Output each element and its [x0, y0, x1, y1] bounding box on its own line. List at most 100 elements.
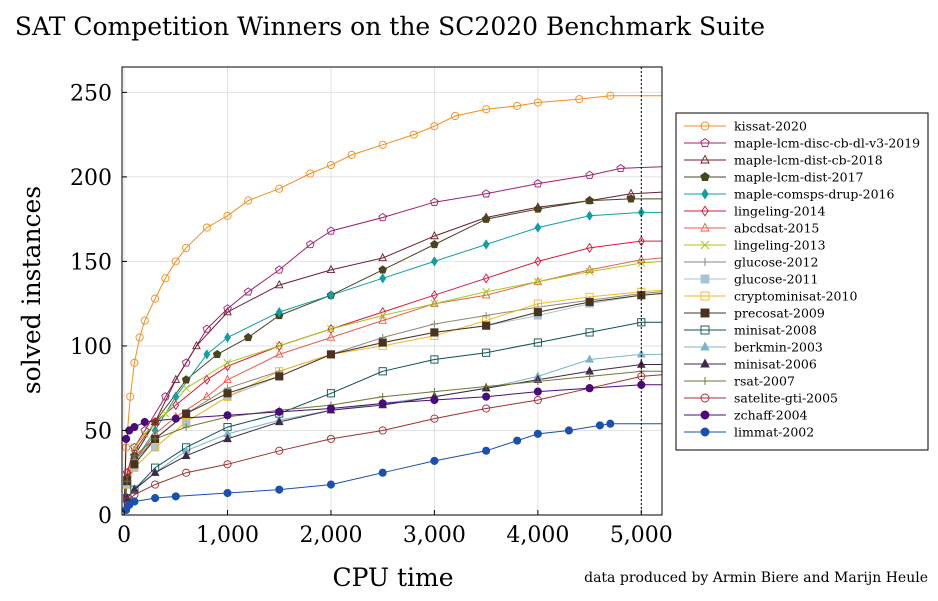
data-point	[327, 325, 335, 333]
data-point	[140, 417, 149, 427]
data-point	[275, 341, 284, 350]
legend-marker	[700, 240, 710, 250]
legend-marker	[700, 308, 710, 318]
series-line-minisat-2006	[123, 364, 662, 516]
data-point	[243, 287, 253, 296]
x-tick-label: 5,000	[610, 523, 673, 548]
legend-item: rsat-2007	[684, 374, 795, 389]
series-line-maple-lcm-disc-cb-dl-v3-2019	[123, 166, 663, 516]
data-point	[585, 170, 594, 179]
data-point	[637, 235, 645, 247]
legend-label: maple-lcm-dist-cb-2018	[734, 153, 883, 168]
legend-item: cryptominisat-2010	[684, 289, 857, 304]
data-point	[150, 467, 160, 476]
data-point	[122, 443, 131, 452]
y-tick-label: 150	[70, 250, 112, 275]
data-point	[275, 407, 284, 416]
data-point	[243, 332, 253, 342]
data-point	[130, 484, 139, 493]
legend-marker	[700, 291, 710, 301]
data-point	[430, 197, 439, 206]
legend-label: maple-comsps-drup-2016	[734, 187, 894, 202]
data-point	[616, 163, 625, 173]
x-tick-label: 2,000	[299, 523, 362, 548]
data-point	[182, 409, 191, 418]
legend-label: precosat-2009	[734, 306, 825, 321]
data-point	[212, 349, 222, 359]
data-point	[223, 374, 232, 383]
data-point	[123, 477, 131, 485]
data-point	[378, 252, 388, 262]
legend-item: maple-lcm-dist-cb-2018	[684, 153, 883, 168]
legend-label: glucose-2012	[734, 255, 818, 270]
data-point	[481, 290, 491, 299]
data-point	[130, 497, 139, 506]
y-tick-label: 200	[70, 166, 112, 191]
data-point	[482, 287, 491, 296]
data-point	[326, 434, 336, 443]
data-point	[182, 468, 191, 477]
data-point	[326, 161, 336, 170]
data-point	[534, 377, 542, 386]
data-point	[533, 395, 542, 405]
y-tick-label: 0	[98, 504, 112, 529]
data-point	[585, 384, 594, 393]
data-point	[585, 196, 594, 205]
data-point	[326, 226, 336, 235]
data-point	[378, 212, 388, 222]
data-point	[606, 419, 615, 428]
data-point	[378, 338, 387, 347]
data-point	[430, 299, 439, 308]
data-point	[171, 492, 180, 501]
y-axis: 0 50 100 150 200 250	[70, 81, 127, 529]
data-point	[130, 443, 139, 452]
data-point	[533, 429, 542, 438]
data-point	[378, 399, 387, 408]
data-point	[151, 435, 159, 443]
data-point	[533, 387, 542, 396]
data-point	[482, 239, 490, 250]
legend-label: minisat-2006	[734, 357, 817, 372]
data-point	[482, 321, 491, 330]
data-point	[430, 395, 439, 405]
data-point	[275, 372, 284, 381]
legend-marker	[700, 325, 710, 335]
data-point	[223, 211, 232, 220]
series-markers-maple-lcm-disc-cb-dl-v3-2019	[122, 163, 625, 477]
data-point	[275, 485, 284, 494]
data-point	[161, 274, 170, 283]
data-point	[202, 223, 211, 232]
data-point	[513, 101, 522, 110]
data-point	[586, 210, 594, 221]
data-point	[430, 256, 438, 267]
data-point	[585, 372, 594, 380]
data-point	[586, 242, 594, 254]
series-line-lingeling-2013	[123, 260, 663, 516]
legend-label: limmat-2002	[734, 425, 814, 440]
series-lines	[123, 95, 663, 516]
data-point	[533, 276, 543, 285]
legend-marker	[700, 427, 710, 437]
data-point	[223, 411, 232, 420]
legend-label: maple-lcm-disc-cb-dl-v3-2019	[734, 136, 920, 151]
legend-item: glucose-2012	[684, 255, 818, 270]
data-point	[275, 307, 283, 318]
credit-note: data produced by Armin Biere and Marijn …	[584, 570, 928, 586]
data-point	[533, 338, 542, 347]
legend-label: minisat-2008	[734, 323, 817, 338]
data-point	[306, 169, 315, 178]
y-tick-label: 50	[84, 419, 112, 444]
data-point	[151, 480, 160, 489]
series-markers	[122, 91, 646, 514]
x-axis-label: CPU time	[332, 563, 453, 592]
data-point	[533, 98, 542, 107]
legend-marker	[700, 154, 710, 164]
chart-title: SAT Competition Winners on the SC2020 Be…	[15, 12, 765, 41]
data-point	[430, 320, 439, 328]
legend-label: cryptominisat-2010	[734, 289, 857, 304]
data-point	[534, 222, 542, 233]
legend-item: maple-comsps-drup-2016	[684, 187, 894, 202]
data-point	[151, 416, 159, 428]
data-point	[130, 358, 139, 367]
data-point	[151, 443, 160, 452]
